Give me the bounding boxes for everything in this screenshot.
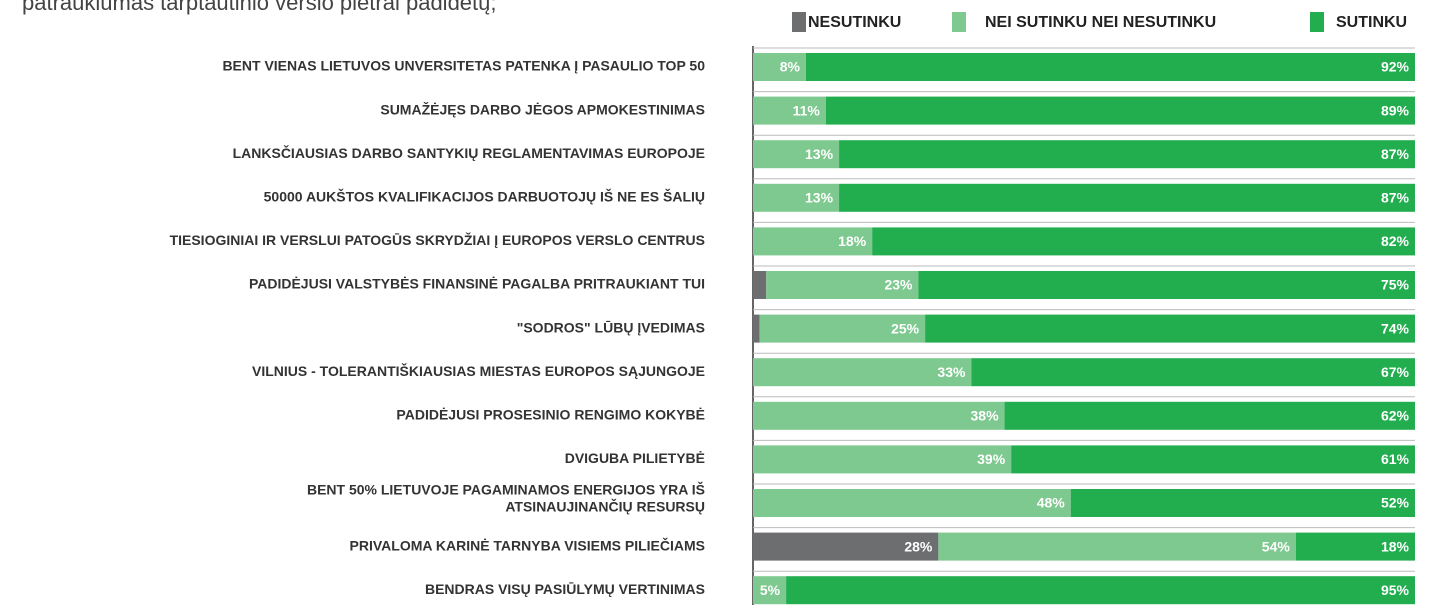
bar-segment (839, 183, 1415, 212)
value-label: 74% (1381, 320, 1410, 336)
value-label: 95% (1381, 582, 1410, 598)
value-label: 23% (884, 277, 913, 293)
value-label: 18% (838, 233, 867, 249)
bar-segment (971, 358, 1415, 387)
category-label: PADIDĖJUSI VALSTYBĖS FINANSINĖ PAGALBA P… (249, 276, 705, 292)
bar-segment (786, 576, 1415, 605)
value-label: 28% (904, 538, 933, 554)
value-label: 89% (1381, 102, 1410, 118)
value-label: 25% (891, 320, 920, 336)
bar-segment (1295, 532, 1415, 561)
value-label: 38% (971, 408, 1000, 424)
bar-segment (753, 401, 1005, 430)
bar-segment (759, 314, 926, 343)
category-label: BENT VIENAS LIETUVOS UNVERSITETAS PATENK… (222, 58, 705, 74)
value-label: 52% (1381, 495, 1410, 511)
value-label: 61% (1381, 451, 1410, 467)
bar-segment (753, 271, 767, 299)
bar-segment (753, 96, 826, 125)
bar-segment (872, 227, 1415, 256)
value-label: 39% (977, 451, 1006, 467)
bar-segment (753, 227, 873, 256)
value-label: 48% (1037, 495, 1066, 511)
bar-segment (753, 532, 939, 561)
bar-segment (805, 53, 1415, 81)
chart-title: patrauklumas tarptautinio verslo plėtrai… (22, 0, 497, 15)
bar-segment (1070, 489, 1415, 517)
legend-swatch (1310, 12, 1324, 32)
bar-segment (918, 271, 1415, 299)
value-label: 62% (1381, 408, 1410, 424)
category-label: LANKSČIAUSIAS DARBO SANTYKIŲ REGLAMENTAV… (233, 144, 705, 161)
legend-label: NESUTINKU (808, 14, 901, 31)
value-label: 18% (1381, 538, 1410, 554)
value-label: 5% (760, 582, 781, 598)
bar-segment (753, 576, 787, 605)
bar-segment (753, 183, 840, 212)
bar-segment (839, 140, 1415, 169)
legend-label: SUTINKU (1336, 14, 1407, 31)
bar-segment (753, 314, 760, 343)
category-label: TIESIOGINIAI IR VERSLUI PATOGŪS SKRYDŽIA… (170, 231, 705, 248)
value-label: 54% (1262, 538, 1291, 554)
value-label: 11% (793, 102, 821, 118)
category-label: BENDRAS VISŲ PASIŪLYMŲ VERTINIMAS (425, 581, 705, 597)
bar-segment (766, 271, 919, 299)
value-label: 33% (937, 364, 966, 380)
value-label: 13% (805, 146, 834, 162)
value-label: 87% (1381, 190, 1410, 206)
legend-label: NEI SUTINKU NEI NESUTINKU (985, 14, 1216, 31)
value-label: 75% (1381, 277, 1410, 293)
bar-segment (938, 532, 1296, 561)
bar-segment (1004, 401, 1415, 430)
category-label: 50000 AUKŠTOS KVALIFIKACIJOS DARBUOTOJŲ … (264, 188, 705, 205)
bar-segment (753, 53, 806, 81)
category-label: ATSINAUJINANČIŲ RESURSŲ (505, 498, 705, 515)
value-label: 67% (1381, 364, 1410, 380)
category-label: PADIDĖJUSI PROSESINIO RENGIMO KOKYBĖ (396, 407, 705, 423)
bar-segment (753, 445, 1012, 474)
bar-segment (1011, 445, 1415, 474)
category-label: DVIGUBA PILIETYBĖ (565, 450, 705, 466)
value-label: 92% (1381, 59, 1410, 75)
category-label: VILNIUS - TOLERANTIŠKIAUSIAS MIESTAS EUR… (252, 362, 705, 379)
legend-swatch (792, 12, 806, 32)
category-label: BENT 50% LIETUVOJE PAGAMINAMOS ENERGIJOS… (307, 481, 705, 498)
category-label: SUMAŽĖJĘS DARBO JĖGOS APMOKESTINIMAS (380, 100, 705, 117)
bar-segment (753, 358, 972, 387)
value-label: 87% (1381, 146, 1410, 162)
value-label: 13% (805, 190, 834, 206)
bar-segment (825, 96, 1415, 125)
bar-segment (925, 314, 1415, 343)
category-label: PRIVALOMA KARINĖ TARNYBA VISIEMS PILIEČI… (350, 536, 705, 553)
value-label: 82% (1381, 233, 1410, 249)
bar-segment (753, 489, 1071, 517)
legend-swatch (952, 12, 966, 32)
value-label: 8% (780, 59, 801, 75)
bar-segment (753, 140, 840, 169)
category-label: "SODROS" LŪBŲ ĮVEDIMAS (517, 319, 705, 335)
